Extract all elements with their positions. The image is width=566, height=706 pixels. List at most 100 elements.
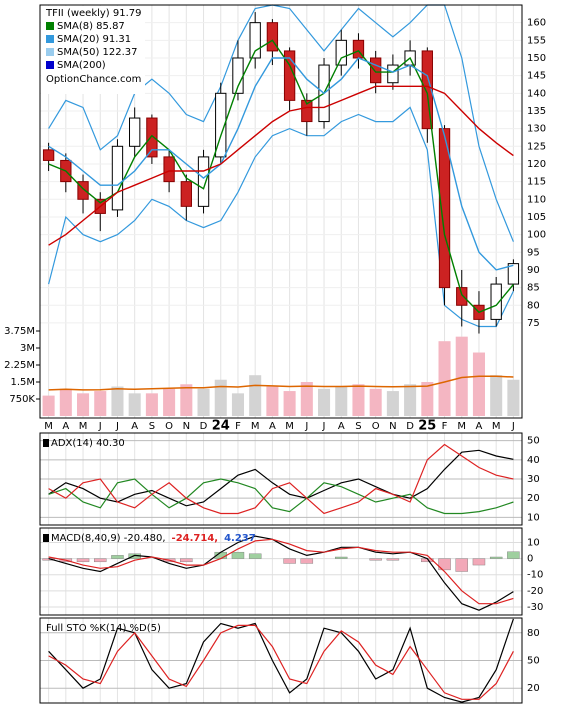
x-tick-label: S — [355, 421, 361, 432]
y-tick-label: 50 — [527, 436, 540, 447]
candle-body — [42, 149, 55, 161]
y-tick-label: 0 — [527, 554, 533, 565]
legend-box — [41, 6, 145, 94]
x-tick-label: 24 — [212, 419, 230, 434]
x-tick-label: O — [165, 421, 173, 432]
candle-body — [129, 117, 141, 147]
histogram-bar — [300, 558, 314, 564]
y-tick-label: 10 — [527, 538, 540, 549]
volume-bar — [111, 386, 124, 416]
candle-body — [421, 50, 433, 130]
y-tick-label: 40 — [527, 455, 540, 466]
y-tick-label: 120 — [527, 159, 546, 170]
volume-bar — [318, 388, 331, 416]
y-tick-label: 145 — [527, 71, 546, 82]
x-tick-label: M — [79, 421, 88, 432]
candle-body — [111, 145, 124, 211]
volume-bar — [369, 388, 382, 416]
histogram-bar — [386, 558, 400, 561]
legend-swatch — [46, 35, 54, 43]
y-tick-label: -20 — [527, 586, 543, 597]
legend-label: SMA(20) 91.31 — [57, 34, 131, 45]
x-tick-label: A — [131, 421, 138, 432]
candle-body — [490, 283, 502, 320]
histogram-bar — [455, 558, 468, 572]
histogram-bar — [248, 553, 262, 559]
volume-bar — [249, 375, 262, 416]
histogram-bar — [94, 558, 107, 563]
legend-label: MACD(8,40,9) -20.480, — [51, 533, 166, 544]
histogram-bar — [438, 558, 451, 571]
volume-bar — [180, 384, 193, 416]
candle-body — [146, 117, 158, 158]
histogram-bar — [231, 551, 245, 559]
y-tick-label: 90 — [527, 265, 540, 276]
x-tick-label: F — [235, 421, 241, 432]
x-tick-label: O — [372, 421, 380, 432]
x-tick-label: F — [442, 421, 448, 432]
volume-bar — [128, 393, 141, 416]
legend-swatch — [46, 61, 54, 69]
volume-bar — [386, 391, 399, 416]
panel-border — [39, 617, 523, 704]
histogram-bar — [283, 558, 296, 564]
volume-bar — [455, 336, 468, 416]
x-tick-label: S — [149, 421, 155, 432]
y-tick-label: 115 — [527, 177, 546, 188]
panel-border — [39, 4, 523, 419]
candle-body — [370, 57, 382, 84]
candle-body — [507, 263, 520, 285]
series-line — [48, 478, 514, 515]
y-tick-label: -30 — [527, 602, 543, 613]
y-tick-label: 130 — [527, 124, 546, 135]
series-line — [48, 443, 514, 515]
y-tick-label: 105 — [527, 212, 546, 223]
legend-label: 4.237 — [224, 533, 256, 544]
x-tick-label: J — [511, 421, 515, 432]
y-tick-label: 20 — [527, 493, 540, 504]
panel-title: Full STO %K(14) %D(5) — [46, 623, 161, 634]
chart-title: TFII (weekly) 91.79 — [45, 8, 142, 19]
x-tick-label: D — [200, 421, 208, 432]
y-tick-label: 1.5M — [10, 377, 35, 388]
x-tick-label: N — [183, 421, 190, 432]
y-tick-label: 100 — [527, 230, 546, 241]
histogram-bar — [111, 555, 124, 559]
series-line — [48, 57, 514, 271]
volume-bar — [163, 388, 176, 416]
volume-bar — [507, 379, 520, 416]
legend-label: SMA(50) 122.37 — [57, 47, 138, 58]
candle-body — [163, 156, 175, 183]
volume-bar — [490, 375, 503, 416]
x-tick-label: D — [406, 421, 414, 432]
legend-swatch — [43, 534, 49, 542]
x-tick-label: 25 — [418, 419, 436, 434]
histogram-bar — [507, 551, 520, 559]
y-tick-label: 140 — [527, 88, 546, 99]
x-tick-label: M — [44, 421, 53, 432]
x-tick-label: N — [389, 421, 396, 432]
volume-bar — [335, 386, 348, 416]
candle-body — [438, 128, 451, 289]
candle-body — [215, 92, 227, 158]
candle-body — [387, 64, 399, 84]
candle-body — [249, 22, 261, 59]
legend-label: SMA(8) 85.87 — [57, 21, 125, 32]
y-tick-label: 125 — [527, 141, 546, 152]
legend-swatch — [43, 439, 49, 447]
series-line — [48, 375, 514, 391]
y-tick-label: 155 — [527, 35, 546, 46]
volume-bar — [145, 393, 158, 416]
x-tick-label: A — [62, 421, 69, 432]
volume-bar — [352, 384, 365, 416]
x-tick-label: A — [338, 421, 345, 432]
y-tick-label: 160 — [527, 18, 546, 29]
panel-border — [39, 527, 523, 616]
x-tick-label: M — [457, 421, 466, 432]
series-line — [48, 106, 514, 328]
x-tick-label: M — [251, 421, 260, 432]
series-line — [48, 538, 514, 605]
volume-bar — [438, 341, 451, 416]
histogram-bar — [489, 556, 503, 559]
